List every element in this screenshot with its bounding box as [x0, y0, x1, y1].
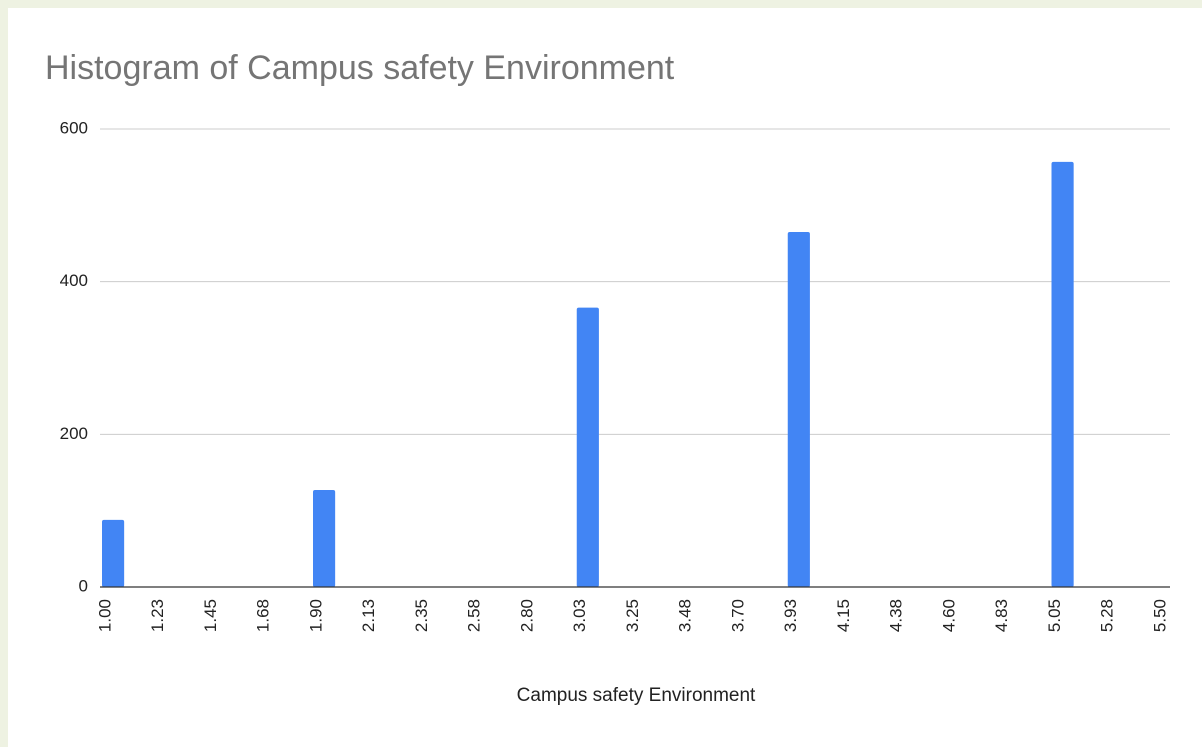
x-tick-label: 2.35: [412, 599, 431, 632]
bar: [102, 519, 125, 587]
x-tick-label: 1.23: [148, 599, 167, 632]
chart-title: Histogram of Campus safety Environment: [45, 49, 675, 87]
y-tick-label: 400: [60, 271, 88, 290]
x-tick-label: 2.80: [517, 599, 536, 632]
x-tick-label: 3.93: [781, 599, 800, 632]
x-tick-label: 4.83: [992, 599, 1011, 632]
x-tick-label: 1.45: [201, 599, 220, 632]
x-tick-label: 5.28: [1098, 599, 1117, 632]
y-tick-label: 200: [60, 424, 88, 443]
x-tick-label: 3.03: [570, 599, 589, 632]
x-tick-label: 5.05: [1045, 599, 1064, 632]
x-tick-label: 3.70: [728, 599, 747, 632]
x-tick-label: 4.60: [939, 599, 958, 632]
x-tick-label: 1.00: [95, 599, 114, 632]
x-tick-label: 4.38: [887, 599, 906, 632]
x-tick-label: 2.58: [465, 599, 484, 632]
x-tick-label: 1.90: [306, 599, 325, 632]
y-tick-label: 0: [79, 576, 88, 595]
bar: [576, 307, 599, 587]
x-tick-label: 5.50: [1150, 599, 1169, 632]
bar: [787, 232, 810, 588]
x-tick-label: 1.68: [254, 599, 273, 632]
x-axis-label: Campus safety Environment: [517, 685, 756, 706]
x-tick-label: 3.48: [676, 599, 695, 632]
y-tick-label: 600: [60, 118, 88, 137]
bar: [1051, 161, 1074, 587]
bar: [313, 490, 336, 587]
x-tick-label: 3.25: [623, 599, 642, 632]
x-tick-label: 4.15: [834, 599, 853, 632]
chart-background: [8, 8, 1202, 747]
x-tick-label: 2.13: [359, 599, 378, 632]
